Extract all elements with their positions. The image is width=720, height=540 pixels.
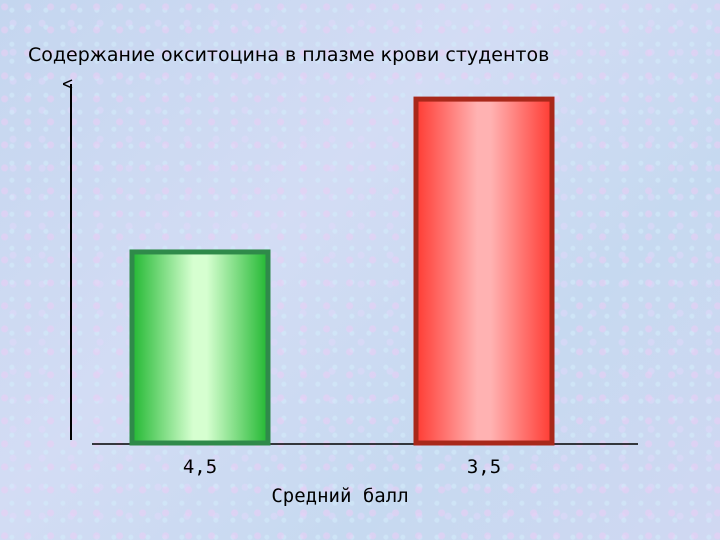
bars-layer (129, 96, 555, 446)
bar-1 (413, 96, 555, 446)
x-axis-label: Средний балл (271, 485, 408, 507)
chart-title: Содержание окситоцина в плазме крови сту… (28, 44, 550, 66)
x-tick-label: 4,5 (183, 456, 217, 478)
bar-0 (129, 249, 271, 446)
ticks-layer: 4,5 3,5 (183, 456, 501, 478)
x-tick-label: 3,5 (467, 456, 501, 478)
